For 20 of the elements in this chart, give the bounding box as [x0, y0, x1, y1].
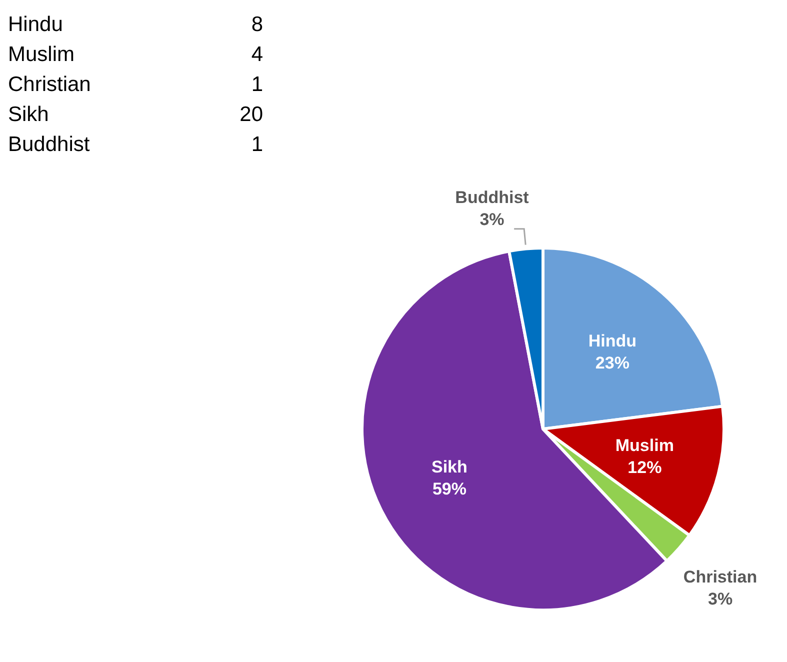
- slice-label: Sikh: [432, 458, 468, 477]
- slice-label: Hindu: [588, 331, 637, 350]
- slice-label: Muslim: [615, 436, 674, 456]
- category-label: Sikh: [8, 102, 49, 128]
- data-label: 59%: [432, 480, 466, 499]
- category-label: Christian: [8, 72, 91, 98]
- data-label: 4: [251, 42, 263, 68]
- slice-label: Buddhist: [455, 188, 530, 207]
- slice-label: Christian: [683, 567, 758, 586]
- data-label: 23%: [595, 353, 630, 372]
- category-label: Buddhist: [8, 132, 90, 158]
- data-label: 1: [251, 72, 263, 98]
- data-label: 8: [251, 12, 263, 38]
- data-label: 12%: [628, 458, 662, 478]
- category-label: Hindu: [8, 12, 63, 38]
- data-label: 1: [251, 132, 263, 158]
- data-label: 20: [240, 102, 263, 128]
- data-label: 3%: [480, 210, 504, 229]
- category-label: Muslim: [8, 42, 74, 68]
- data-label: 3%: [708, 589, 733, 608]
